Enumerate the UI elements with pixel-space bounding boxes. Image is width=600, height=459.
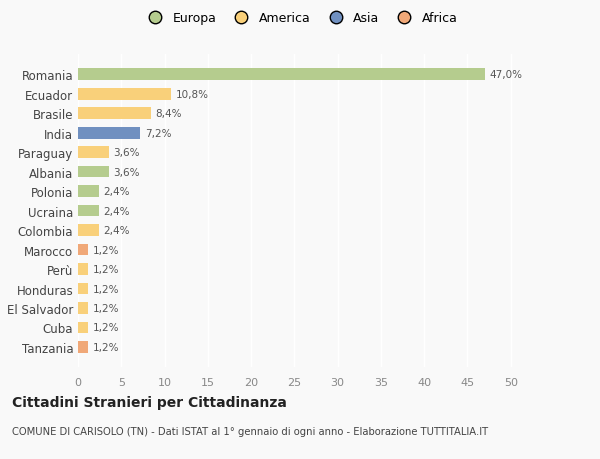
- Text: 1,2%: 1,2%: [93, 264, 119, 274]
- Text: 1,2%: 1,2%: [93, 284, 119, 294]
- Bar: [78, 244, 88, 256]
- Text: 3,6%: 3,6%: [113, 148, 140, 158]
- Bar: [78, 186, 99, 197]
- Text: 10,8%: 10,8%: [176, 90, 209, 100]
- Text: 8,4%: 8,4%: [155, 109, 182, 119]
- Text: 7,2%: 7,2%: [145, 129, 171, 139]
- Bar: [78, 108, 151, 120]
- Text: 1,2%: 1,2%: [93, 342, 119, 352]
- Bar: [78, 205, 99, 217]
- Bar: [78, 69, 485, 81]
- Text: COMUNE DI CARISOLO (TN) - Dati ISTAT al 1° gennaio di ogni anno - Elaborazione T: COMUNE DI CARISOLO (TN) - Dati ISTAT al …: [12, 426, 488, 436]
- Bar: [78, 263, 88, 275]
- Bar: [78, 147, 109, 159]
- Bar: [78, 283, 88, 295]
- Bar: [78, 89, 172, 101]
- Text: 1,2%: 1,2%: [93, 323, 119, 333]
- Text: 1,2%: 1,2%: [93, 303, 119, 313]
- Text: 2,4%: 2,4%: [103, 225, 130, 235]
- Legend: Europa, America, Asia, Africa: Europa, America, Asia, Africa: [139, 9, 461, 29]
- Text: 47,0%: 47,0%: [489, 70, 522, 80]
- Bar: [78, 225, 99, 236]
- Bar: [78, 322, 88, 334]
- Text: 2,4%: 2,4%: [103, 187, 130, 197]
- Bar: [78, 167, 109, 178]
- Text: 2,4%: 2,4%: [103, 206, 130, 216]
- Bar: [78, 302, 88, 314]
- Text: 1,2%: 1,2%: [93, 245, 119, 255]
- Text: 3,6%: 3,6%: [113, 167, 140, 177]
- Bar: [78, 341, 88, 353]
- Bar: [78, 128, 140, 139]
- Text: Cittadini Stranieri per Cittadinanza: Cittadini Stranieri per Cittadinanza: [12, 395, 287, 409]
